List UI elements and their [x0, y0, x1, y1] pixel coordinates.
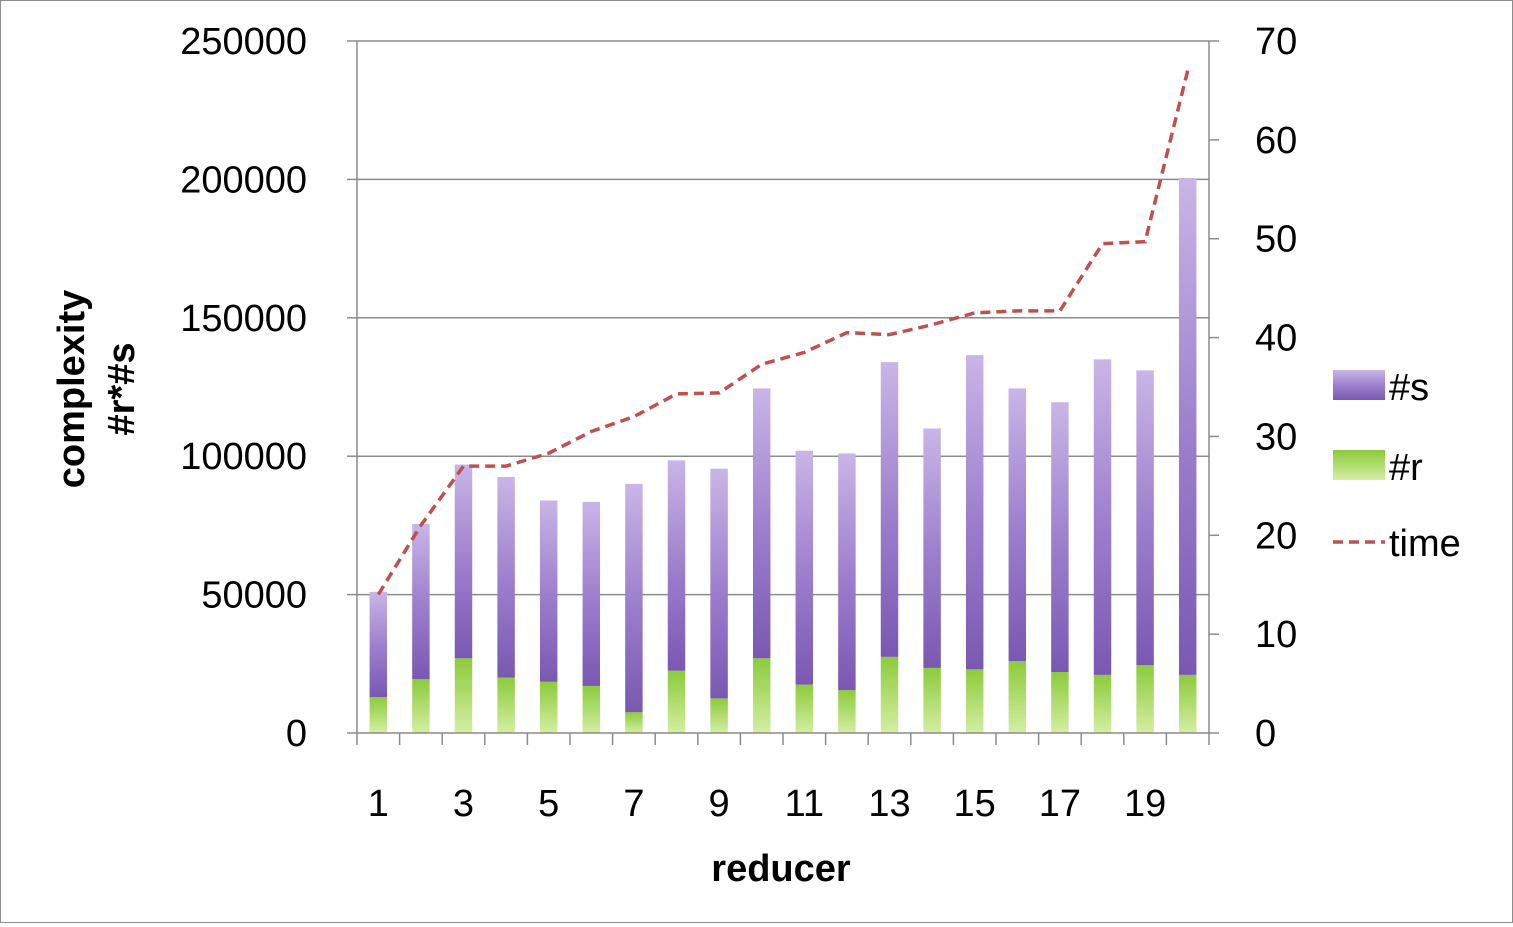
bar-r-4	[497, 677, 515, 733]
time-line-layer	[376, 70, 1190, 596]
y-tick-label-100000: 100000	[180, 436, 307, 478]
bar-s-8	[667, 460, 686, 671]
y2-tick-label-50: 50	[1255, 219, 1297, 261]
bar-r-8	[667, 670, 686, 733]
bar-r-7	[625, 712, 643, 733]
bar-r-2	[412, 679, 430, 733]
y2-tick-label-70: 70	[1255, 21, 1297, 63]
x-tick-label-11: 11	[785, 783, 824, 825]
bar-s-19	[1136, 370, 1154, 666]
y2-tick-label-60: 60	[1255, 120, 1297, 162]
bar-s-7	[625, 483, 643, 713]
y2-tick-label-40: 40	[1255, 318, 1297, 360]
time-line	[376, 70, 1190, 596]
bar-r-13	[880, 656, 899, 733]
bar-r-15	[965, 669, 984, 733]
y-tick-label-50000: 50000	[201, 575, 307, 617]
bar-s-3	[454, 464, 473, 659]
bar-r-9	[710, 698, 728, 733]
x-tick-label-13: 13	[868, 783, 910, 825]
bar-r-5	[539, 681, 558, 733]
bar-r-14	[923, 667, 941, 733]
bar-r-11	[795, 684, 814, 733]
x-tick-label-17: 17	[1039, 783, 1081, 825]
y-tick-label-0: 0	[286, 713, 307, 755]
y2-tick-label-30: 30	[1255, 416, 1297, 458]
bar-s-2	[412, 524, 430, 680]
bar-s-6	[582, 501, 601, 686]
tick-labels: 0 50000 100000 150000 200000 250000 0 10 20 30 40 5…	[180, 21, 1297, 825]
legend-swatch-r	[1333, 450, 1385, 480]
y-axis-title: complexity #r*#s	[51, 290, 143, 489]
bar-s-16	[1008, 388, 1027, 662]
y2-tick-label-10: 10	[1255, 614, 1297, 656]
bar-r-16	[1008, 661, 1027, 733]
bar-r-3	[454, 658, 473, 733]
y2-tick-label-0: 0	[1255, 713, 1276, 755]
x-axis-title: reducer	[711, 848, 851, 890]
y2-tick-label-20: 20	[1255, 515, 1297, 557]
bar-r-19	[1136, 665, 1154, 733]
bar-r-12	[838, 690, 856, 733]
y-tick-label-250000: 250000	[180, 21, 307, 63]
bar-r-1	[369, 697, 388, 733]
bar-s-4	[497, 476, 515, 678]
bar-s-10	[752, 388, 771, 659]
bar-s-17	[1051, 402, 1069, 673]
legend-swatch-s	[1333, 370, 1385, 400]
legend: #s #r time	[1333, 367, 1461, 565]
bar-s-14	[923, 428, 941, 668]
bar-r-6	[582, 685, 601, 733]
bar-s-20	[1178, 178, 1197, 675]
y-tick-label-200000: 200000	[180, 159, 307, 201]
bar-r-18	[1093, 674, 1112, 733]
bar-s-1	[369, 591, 388, 698]
bar-s-15	[965, 355, 984, 670]
bar-s-9	[710, 468, 728, 699]
legend-label-time: time	[1389, 523, 1461, 565]
bar-s-11	[795, 450, 814, 685]
bars	[369, 178, 1197, 733]
legend-label-r: #r	[1389, 447, 1423, 489]
y-axis-title-line-1: complexity	[51, 290, 93, 489]
gridlines	[357, 40, 1209, 596]
legend-label-s: #s	[1389, 367, 1429, 409]
bar-r-17	[1051, 672, 1069, 733]
x-tick-label-1: 1	[368, 783, 389, 825]
x-tick-label-9: 9	[709, 783, 730, 825]
y-axis-title-line-2: #r*#s	[101, 343, 143, 436]
bar-s-5	[539, 500, 558, 682]
y-tick-label-150000: 150000	[180, 298, 307, 340]
x-tick-label-7: 7	[623, 783, 644, 825]
bar-r-10	[752, 658, 771, 733]
bar-s-12	[838, 453, 856, 691]
bar-s-13	[880, 362, 899, 657]
axes	[347, 40, 1219, 745]
x-tick-label-15: 15	[954, 783, 996, 825]
bar-s-18	[1093, 359, 1112, 675]
x-tick-label-3: 3	[453, 783, 474, 825]
bar-r-20	[1178, 674, 1197, 733]
x-tick-label-19: 19	[1124, 783, 1166, 825]
x-tick-label-5: 5	[538, 783, 559, 825]
